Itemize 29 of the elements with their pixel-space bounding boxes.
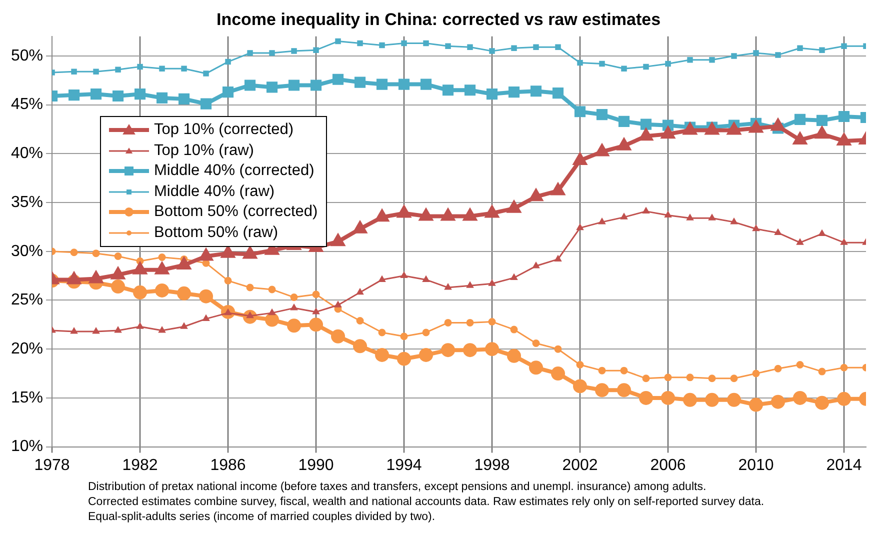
y-tick-label: 15% [10,389,44,406]
text: Equal-split-adults series (income of married couples divided by two). [88,510,436,525]
x-tick-label: 1994 [386,456,422,474]
y-tick-label: 10% [10,438,44,456]
legend-label: Bottom 50% (raw) [154,224,278,242]
x-tick-label: 1982 [122,456,158,474]
x-tick-label: 1990 [298,456,334,474]
legend-label: Top 10% (raw) [154,142,254,160]
y-tick-label: 20% [10,340,44,358]
y-tick-label: 30% [10,242,44,260]
y-tick-label: 50% [10,47,44,64]
y-tick-label: 35% [10,194,44,211]
text: Distribution of pretax national income (before taxes and transfers, except pensions and unempl. insurance) among adults. [88,480,708,495]
x-tick-label: 1998 [474,456,510,474]
legend-label: Bottom 50% (corrected) [154,203,318,222]
x-tick-label: 2014 [826,456,862,474]
x-tick-label: 1986 [210,456,246,474]
legend-label: Middle 40% (corrected) [154,162,314,180]
x-tick-label: 2002 [562,456,598,474]
y-tick-label: 40% [10,145,44,162]
x-tick-label: 2006 [650,456,686,474]
chart-title: Income inequality in China: corrected vs raw estimates [216,10,661,29]
legend-label: Top 10% (corrected) [154,121,294,140]
legend-label: Middle 40% (raw) [154,182,275,201]
x-tick-label: 2010 [738,456,774,474]
y-tick-label: 45% [10,96,44,114]
y-tick-label: 25% [10,292,44,309]
text: Corrected estimates combine survey, fiscal, wealth and national accounts data. Raw estimates rely only on self-reported survey data. [88,495,766,510]
x-tick-label: 1978 [34,456,70,474]
